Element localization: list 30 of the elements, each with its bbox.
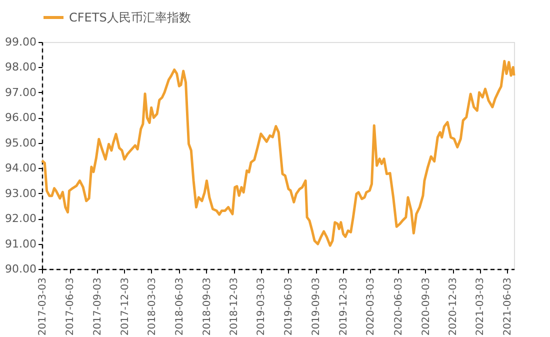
x-tick-label: 2017-06-03	[65, 278, 76, 336]
x-tick-label: 2017-09-03	[92, 278, 104, 336]
x-tick-label: 2020-09-03	[420, 278, 432, 336]
x-tick-label: 2017-12-03	[120, 278, 131, 336]
y-tick-label: 97.00	[5, 86, 36, 99]
legend-label: CFETS人民币汇率指数	[69, 10, 191, 24]
x-tick-label: 2019-09-03	[311, 278, 322, 336]
x-tick-label: 2021-06-03	[502, 278, 514, 336]
x-tick-label: 2020-12-03	[448, 278, 460, 336]
x-tick-label: 2018-06-03	[174, 278, 186, 336]
y-tick-label: 90.00	[5, 262, 36, 276]
x-tick-label: 2018-09-03	[202, 278, 213, 336]
x-tick-label: 2020-06-03	[393, 278, 404, 336]
x-tick-label: 2017-03-03	[38, 278, 48, 336]
y-tick-label: 96.00	[5, 111, 36, 124]
x-tick-label: 2019-06-03	[284, 278, 295, 336]
x-tick-label: 2019-03-03	[256, 278, 268, 336]
x-tick-label: 2020-03-03	[366, 278, 377, 336]
y-tick-label: 99.00	[5, 36, 36, 48]
x-tick-label: 2021-03-03	[475, 278, 486, 336]
x-tick-label: 2019-12-03	[338, 278, 350, 336]
y-tick-label: 98.00	[5, 60, 36, 74]
y-tick-label: 92.00	[5, 212, 36, 226]
line-series	[40, 60, 516, 247]
y-tick-label: 95.00	[5, 136, 36, 150]
y-tick-label: 93.00	[5, 186, 36, 200]
y-tick-label: 91.00	[5, 237, 36, 250]
y-tick-label: 94.00	[5, 162, 36, 175]
x-tick-label: 2018-12-03	[229, 278, 240, 336]
x-tick-label: 2018-03-03	[146, 278, 158, 336]
